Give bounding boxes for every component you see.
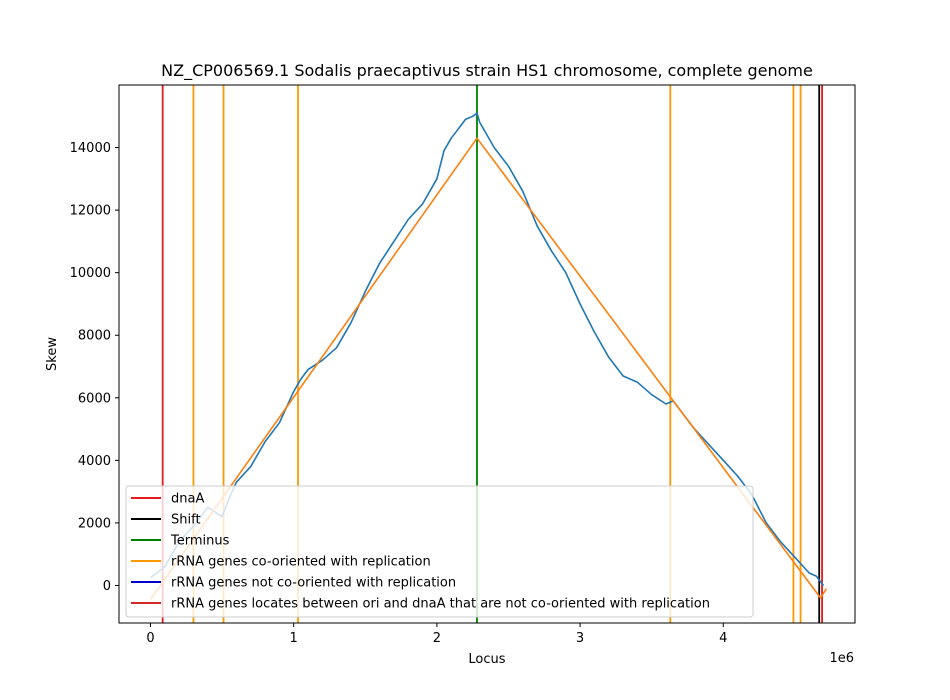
legend-label-2: Terminus (170, 534, 230, 549)
legend: dnaA Shift Terminus rRNA genes co-oriented … (125, 485, 754, 618)
y-tick-label: 4000 (78, 454, 111, 469)
y-tick-label: 8000 (78, 329, 111, 344)
series-line-skew (150, 112, 825, 586)
legend-label-3: rRNA genes co-oriented with replication (171, 555, 431, 570)
x-axis-offset-label: 1e6 (829, 651, 854, 666)
x-tick-label: 0 (146, 631, 154, 646)
x-tick-label: 2 (433, 631, 441, 646)
y-tick-label: 14000 (70, 141, 111, 156)
x-tick-label: 3 (576, 631, 584, 646)
y-tick-label: 6000 (78, 391, 111, 406)
y-tick-label: 0 (103, 579, 111, 594)
legend-label-0: dnaA (171, 492, 204, 507)
y-axis-label: Skew (45, 337, 60, 371)
legend-label-4: rRNA genes not co-oriented with replicat… (171, 576, 456, 591)
chart-title: NZ_CP006569.1 Sodalis praecaptivus strai… (161, 61, 813, 81)
axes-frame (118, 84, 856, 624)
y-tick-label: 2000 (78, 516, 111, 531)
legend-box (125, 485, 754, 618)
legend-label-5: rRNA genes locates between ori and dnaA … (171, 597, 710, 612)
legend-label-1: Shift (171, 513, 201, 528)
axes: 0 1 2 3 4 0 2000 4000 6000 8000 10000 12000 14000 (70, 84, 856, 646)
x-tick-label: 4 (719, 631, 727, 646)
y-tick-label: 10000 (70, 266, 111, 281)
x-axis-label: Locus (468, 652, 505, 667)
plot-area (149, 85, 828, 623)
y-tick-label: 12000 (70, 204, 111, 219)
x-tick-label: 1 (290, 631, 298, 646)
series-line-fit (149, 137, 828, 600)
